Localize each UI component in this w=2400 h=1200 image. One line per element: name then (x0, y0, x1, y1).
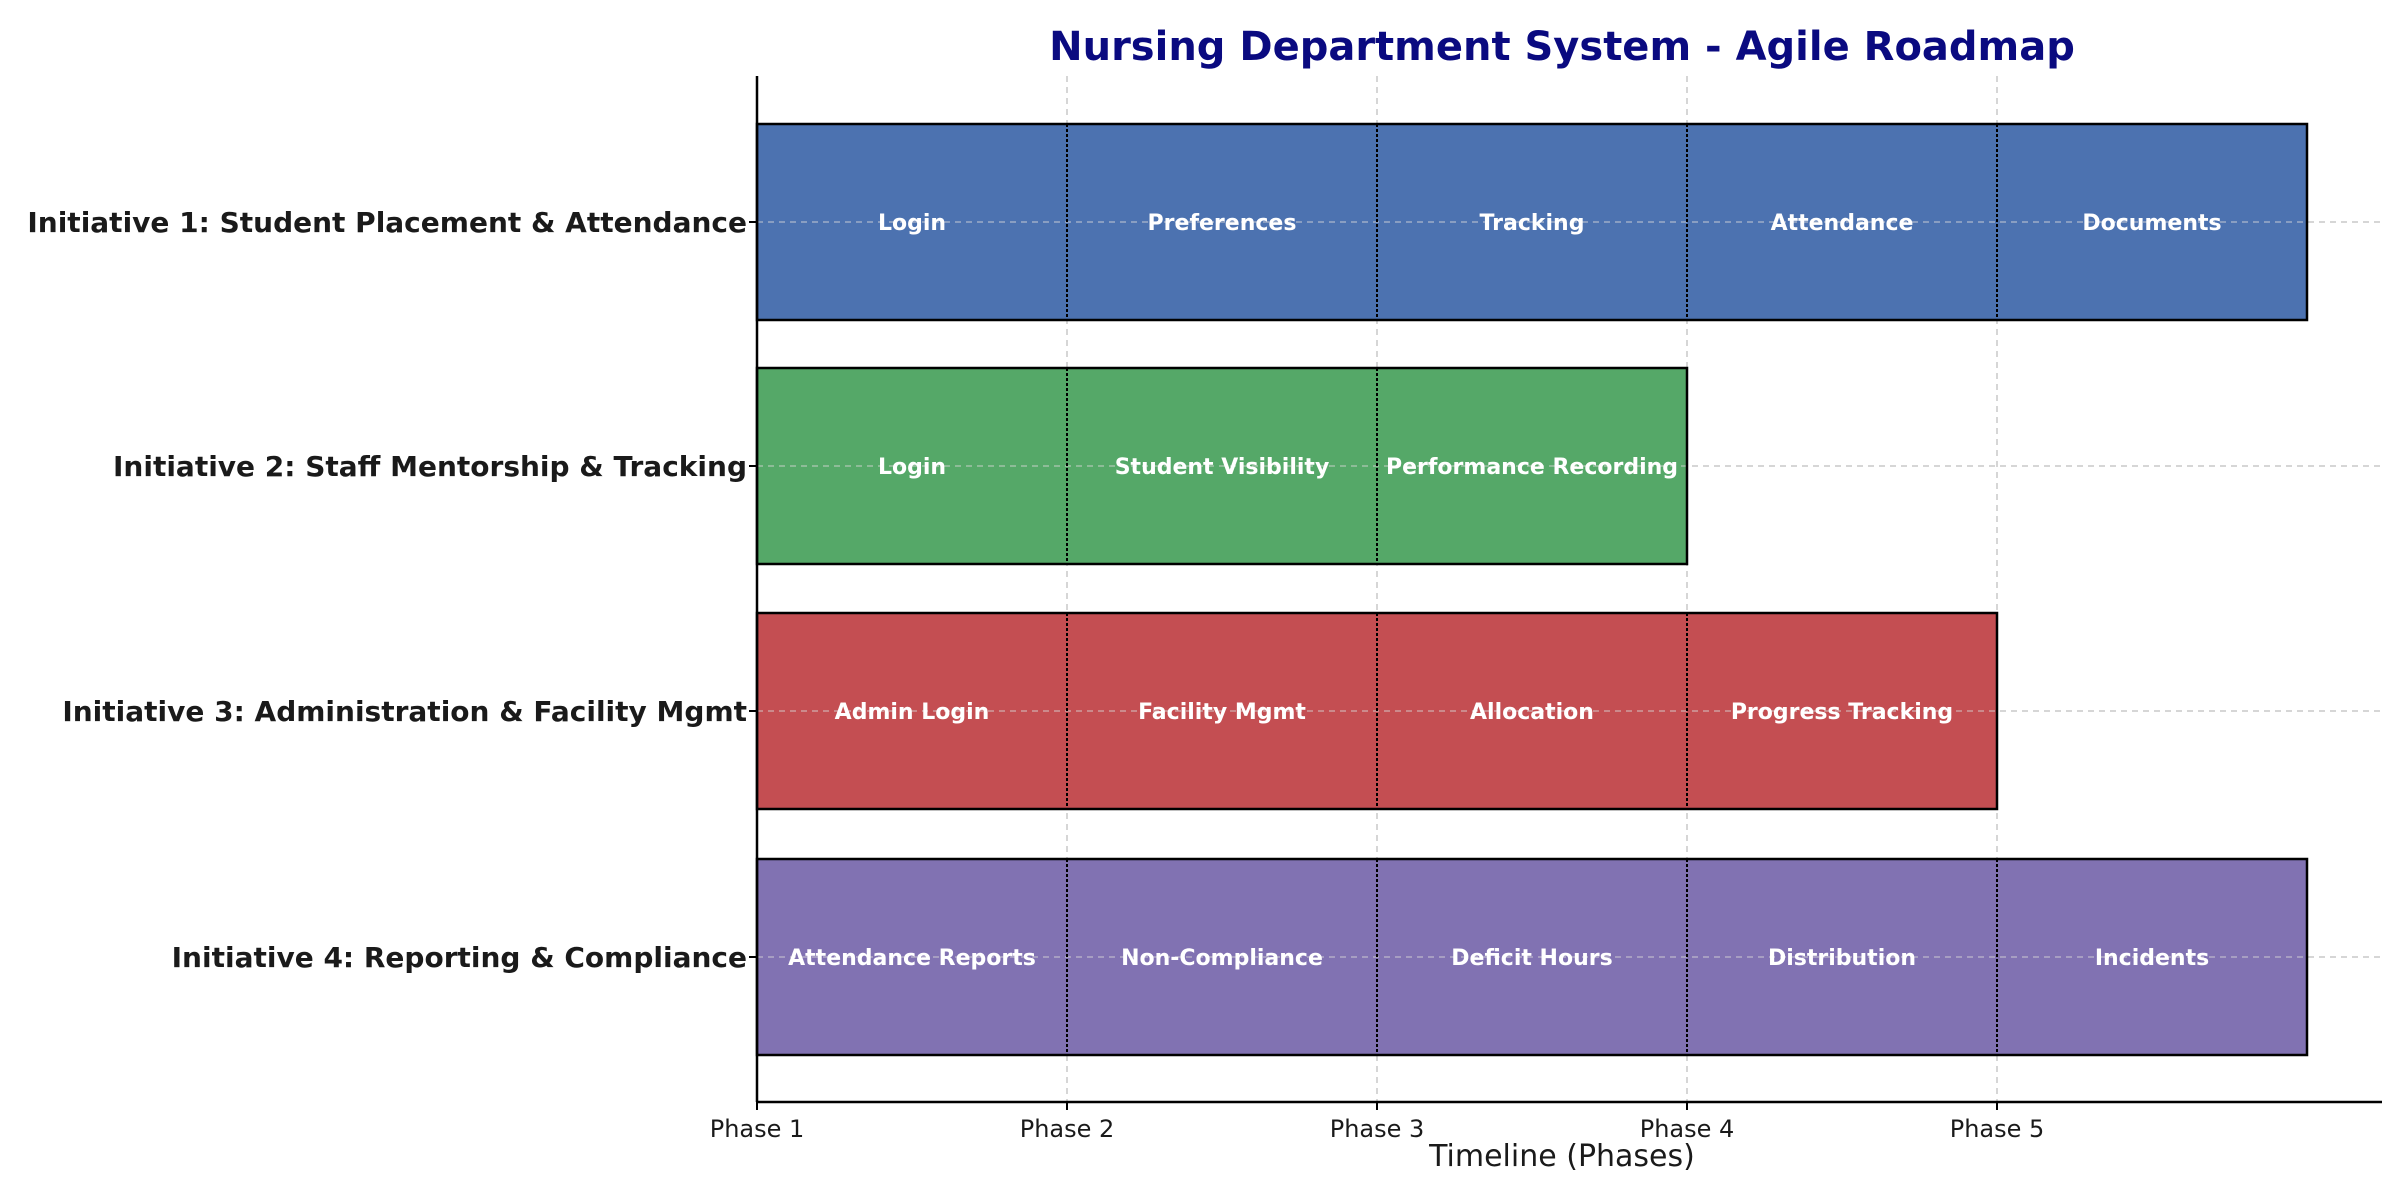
x-axis-ticks: Phase 1 Phase 2 Phase 3 Phase 4 Phase 5 (710, 1102, 2045, 1143)
segment-label: Allocation (1470, 700, 1594, 725)
segment-label: Preferences (1148, 211, 1297, 236)
y-axis-label: Initiative 4: Reporting & Compliance (172, 941, 747, 974)
segment-label: Attendance Reports (788, 946, 1036, 971)
chart-title: Nursing Department System - Agile Roadma… (1049, 24, 2075, 70)
x-tick-label: Phase 3 (1330, 1115, 1425, 1143)
segment-label: Progress Tracking (1731, 700, 1953, 725)
segment-label: Performance Recording (1386, 455, 1678, 480)
x-axis-label: Timeline (Phases) (1428, 1139, 1695, 1174)
segment-label: Distribution (1768, 946, 1916, 971)
segment-label: Documents (2082, 211, 2221, 236)
segment-label: Admin Login (835, 700, 990, 725)
segment-label: Student Visibility (1115, 455, 1330, 480)
segment-label: Facility Mgmt (1138, 700, 1306, 725)
y-axis-label: Initiative 2: Staff Mentorship & Trackin… (113, 450, 747, 483)
y-axis-label: Initiative 3: Administration & Facility … (62, 695, 747, 728)
segment-label: Login (878, 211, 946, 236)
segment-label: Login (878, 455, 946, 480)
y-axis-label: Initiative 1: Student Placement & Attend… (27, 206, 747, 239)
x-tick-label: Phase 4 (1640, 1115, 1735, 1143)
y-axis-labels: Initiative 1: Student Placement & Attend… (27, 206, 747, 974)
segment-label: Deficit Hours (1451, 946, 1612, 971)
segment-label: Tracking (1480, 211, 1585, 236)
x-tick-label: Phase 5 (1950, 1115, 2045, 1143)
segment-label: Incidents (2095, 946, 2209, 971)
segment-label: Attendance (1771, 211, 1914, 236)
axes-layer (749, 76, 2382, 1104)
bars-layer: Login Preferences Tracking Attendance Docume… (755, 122, 2309, 1057)
segment-label: Non-Compliance (1121, 946, 1323, 971)
x-tick-label: Phase 2 (1020, 1115, 1115, 1143)
x-tick-label: Phase 1 (710, 1115, 805, 1143)
